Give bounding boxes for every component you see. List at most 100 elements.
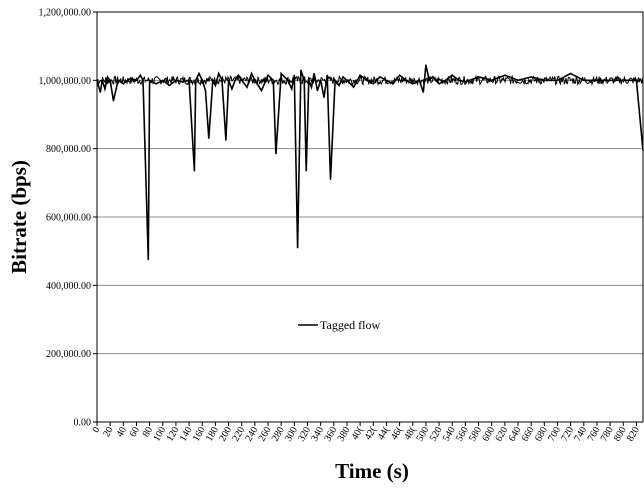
data-point: [570, 72, 572, 75]
y-tick-label: 0.00: [74, 418, 92, 429]
data-point: [445, 79, 447, 81]
data-point: [458, 79, 460, 81]
data-point: [300, 69, 302, 71]
series-layer: [96, 64, 644, 261]
data-point: [491, 79, 493, 81]
data-point: [225, 139, 227, 141]
data-point: [609, 79, 611, 81]
data-point: [101, 79, 103, 81]
data-point: [412, 83, 414, 85]
data-point: [149, 79, 151, 81]
data-point: [193, 170, 195, 172]
data-point: [418, 79, 420, 81]
x-axis-ticks: 0204060801001201401601802002202402602803…: [91, 422, 642, 443]
data-point: [291, 88, 293, 90]
data-point: [250, 72, 253, 75]
data-point: [320, 79, 322, 81]
data-point: [237, 74, 240, 76]
data-point: [175, 79, 177, 81]
data-point: [622, 79, 624, 81]
data-point: [162, 79, 164, 81]
data-point: [231, 88, 233, 90]
data-point: [155, 83, 157, 85]
data-point: [181, 81, 184, 83]
data-point: [596, 79, 598, 81]
data-point: [122, 83, 124, 85]
y-tick-label: 800,000.00: [46, 144, 91, 155]
data-point: [117, 79, 119, 81]
data-point: [104, 88, 106, 90]
data-point: [195, 79, 197, 81]
data-point: [431, 76, 434, 78]
plot-area-frame: [96, 11, 644, 423]
data-point: [246, 86, 248, 88]
data-point: [201, 79, 203, 81]
data-point: [297, 247, 299, 249]
data-point: [425, 64, 427, 66]
series-line-tagged-flow: [96, 64, 644, 260]
data-point: [310, 86, 313, 88]
data-point: [275, 153, 277, 155]
data-point: [241, 79, 243, 81]
data-point: [212, 79, 214, 81]
data-point: [372, 83, 374, 85]
data-point: [287, 79, 289, 81]
data-point: [99, 91, 101, 93]
legend: Tagged flow: [298, 318, 380, 332]
data-point: [530, 76, 532, 78]
x-axis-title: Time (s): [335, 459, 409, 483]
data-point: [464, 81, 466, 83]
data-point: [204, 89, 207, 92]
data-point: [139, 74, 142, 76]
data-point: [405, 79, 407, 81]
data-point: [428, 79, 430, 81]
data-point: [352, 86, 355, 88]
y-tick-label: 200,000.00: [46, 349, 91, 360]
y-axis-title: Bitrate (bps): [7, 160, 31, 274]
data-point: [188, 79, 190, 81]
data-point: [504, 74, 506, 76]
data-point: [385, 79, 388, 81]
data-point: [366, 79, 368, 81]
data-point: [303, 79, 305, 81]
data-point: [323, 96, 325, 99]
data-point: [221, 79, 223, 81]
y-tick-label: 1,000,000.00: [39, 76, 92, 87]
data-point: [342, 76, 344, 78]
data-point: [438, 83, 440, 85]
data-point: [338, 84, 340, 87]
data-point: [198, 72, 200, 75]
data-point: [517, 79, 519, 81]
data-point: [234, 79, 236, 81]
y-axis-ticks: 0.00 200,000.00 400,000.00 600,000.00 800,00…: [39, 8, 97, 429]
y-tick-label: 400,000.00: [46, 281, 91, 292]
gridlines: [97, 11, 643, 423]
data-point: [477, 76, 480, 78]
data-point: [106, 76, 109, 78]
data-point: [267, 74, 269, 76]
data-point: [359, 74, 361, 76]
data-point: [635, 79, 638, 81]
data-point: [112, 100, 115, 102]
data-point: [583, 79, 585, 81]
data-point: [293, 74, 295, 76]
data-point: [379, 76, 381, 78]
data-point: [260, 89, 263, 92]
data-point: [218, 72, 220, 75]
data-point: [543, 79, 545, 81]
x-tick-label: 80: [141, 425, 156, 439]
data-point: [227, 79, 230, 81]
x-tick-label: 20: [101, 425, 116, 439]
data-point: [142, 79, 144, 81]
data-point: [313, 72, 315, 75]
data-point: [272, 79, 274, 81]
y-tick-label: 600,000.00: [46, 213, 91, 224]
data-point: [280, 72, 282, 75]
x-tick-label: 820: [625, 425, 642, 443]
data-point: [451, 74, 453, 76]
data-point: [208, 137, 210, 140]
data-point: [109, 79, 111, 81]
data-point: [147, 259, 149, 261]
data-point: [214, 84, 217, 87]
